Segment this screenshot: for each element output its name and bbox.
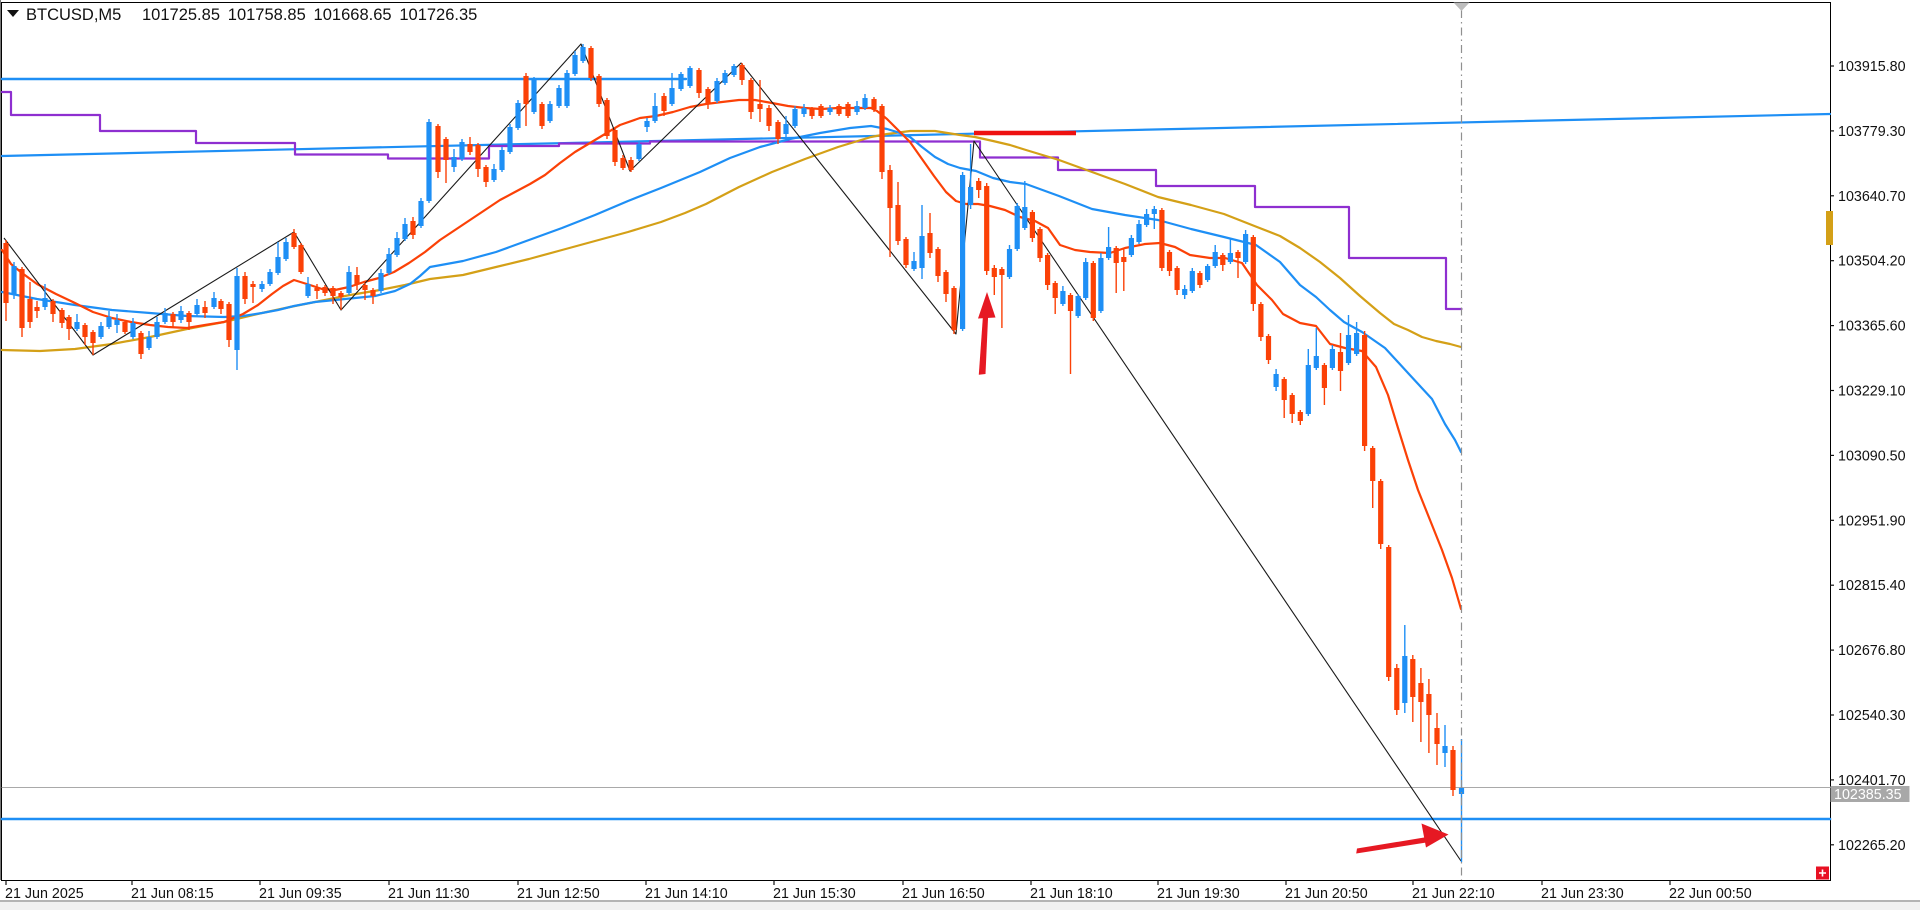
svg-text:102385.35: 102385.35 xyxy=(1834,787,1902,803)
svg-text:21 Jun 09:35: 21 Jun 09:35 xyxy=(259,886,342,902)
svg-text:102951.90: 102951.90 xyxy=(1838,513,1906,529)
svg-text:103504.20: 103504.20 xyxy=(1838,254,1906,270)
svg-text:102265.20: 102265.20 xyxy=(1838,838,1906,854)
svg-text:102540.30: 102540.30 xyxy=(1838,708,1906,724)
svg-text:102401.70: 102401.70 xyxy=(1838,773,1906,789)
svg-text:21 Jun 23:30: 21 Jun 23:30 xyxy=(1541,886,1624,902)
svg-text:21 Jun 08:15: 21 Jun 08:15 xyxy=(131,886,214,902)
svg-text:21 Jun 11:30: 21 Jun 11:30 xyxy=(388,886,470,902)
svg-text:103640.70: 103640.70 xyxy=(1838,189,1906,205)
svg-text:103779.30: 103779.30 xyxy=(1838,124,1906,140)
svg-text:21 Jun 12:50: 21 Jun 12:50 xyxy=(517,886,600,902)
svg-text:21 Jun 14:10: 21 Jun 14:10 xyxy=(645,886,728,902)
svg-text:21 Jun 22:10: 21 Jun 22:10 xyxy=(1412,886,1495,902)
svg-text:102676.80: 102676.80 xyxy=(1838,643,1906,659)
svg-text:103365.60: 103365.60 xyxy=(1838,319,1906,335)
svg-text:103915.80: 103915.80 xyxy=(1838,59,1906,75)
svg-text:103229.10: 103229.10 xyxy=(1838,384,1906,400)
svg-text:21 Jun 15:30: 21 Jun 15:30 xyxy=(773,886,856,902)
svg-text:21 Jun 20:50: 21 Jun 20:50 xyxy=(1285,886,1368,902)
svg-text:21 Jun 18:10: 21 Jun 18:10 xyxy=(1030,886,1113,902)
svg-text:102815.40: 102815.40 xyxy=(1838,578,1906,594)
svg-text:21 Jun 2025: 21 Jun 2025 xyxy=(5,886,84,902)
svg-text:22 Jun 00:50: 22 Jun 00:50 xyxy=(1669,886,1752,902)
svg-text:21 Jun 16:50: 21 Jun 16:50 xyxy=(902,886,985,902)
svg-text:103090.50: 103090.50 xyxy=(1838,448,1906,464)
svg-text:21 Jun 19:30: 21 Jun 19:30 xyxy=(1157,886,1240,902)
svg-text:101725.85 101758.85 101668.65: 101725.85 101758.85 101668.65 101726.35 xyxy=(142,6,477,24)
svg-text:BTCUSD,M5: BTCUSD,M5 xyxy=(26,6,121,24)
